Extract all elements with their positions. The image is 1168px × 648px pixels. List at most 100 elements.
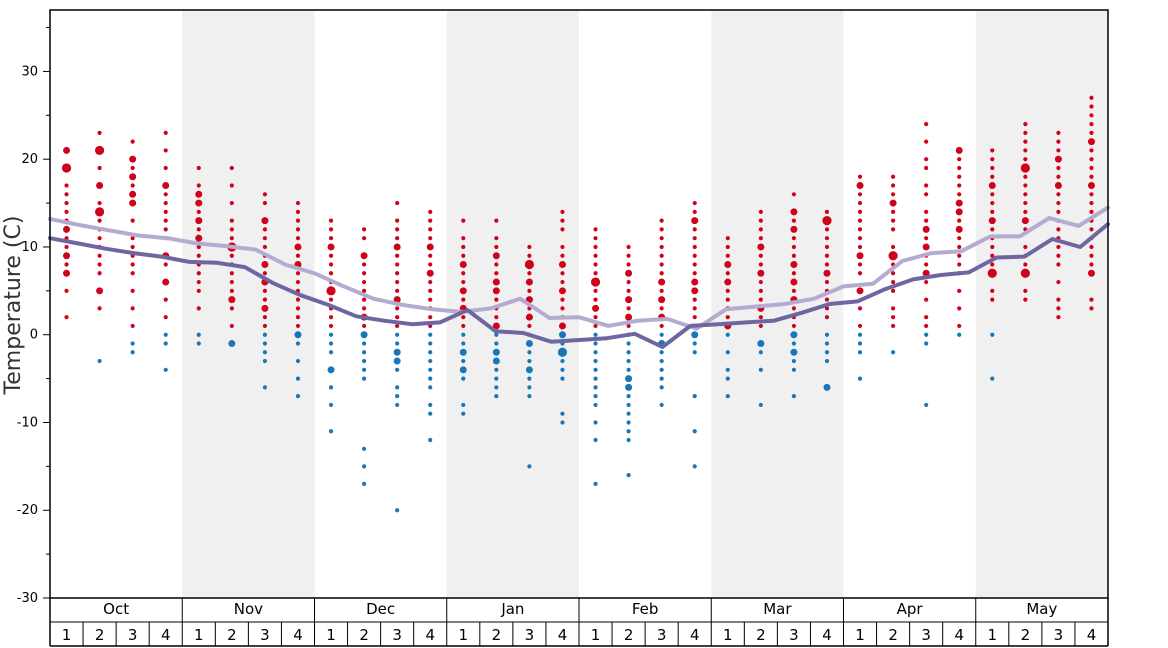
- warm-dot: [229, 279, 234, 285]
- warm-dot: [593, 288, 598, 293]
- warm-dot: [97, 271, 102, 276]
- y-axis-title: Temperature (C): [1, 216, 26, 396]
- warm-dot: [1056, 165, 1061, 171]
- y-tick-label: 10: [21, 240, 38, 255]
- cold-dot: [593, 394, 598, 399]
- warm-dot: [790, 225, 798, 233]
- cold-dot: [527, 376, 532, 381]
- warm-dot: [196, 306, 201, 311]
- warm-dot: [560, 244, 565, 250]
- warm-dot: [725, 236, 730, 241]
- warm-dot: [196, 271, 201, 276]
- week-label: 3: [392, 626, 402, 644]
- y-tick-label: -30: [17, 591, 38, 606]
- week-label: 4: [293, 626, 303, 644]
- week-label: 1: [62, 626, 72, 644]
- week-label: 3: [1054, 626, 1064, 644]
- cold-dot: [428, 437, 433, 443]
- warm-dot: [659, 262, 664, 267]
- warm-dot: [428, 297, 433, 302]
- warm-dot: [130, 271, 135, 276]
- warm-dot: [196, 183, 201, 188]
- warm-dot: [1056, 262, 1061, 267]
- cold-dot: [361, 481, 367, 487]
- warm-dot: [890, 218, 896, 223]
- warm-dot: [560, 279, 565, 285]
- warm-dot: [1089, 104, 1094, 109]
- warm-dot: [1023, 209, 1028, 214]
- y-tick-label: 20: [21, 152, 38, 167]
- warm-dot: [428, 253, 433, 258]
- warm-dot: [527, 244, 532, 250]
- warm-dot: [494, 297, 499, 302]
- warm-dot: [590, 277, 601, 287]
- warm-dot: [1089, 157, 1094, 162]
- cold-dot: [393, 348, 401, 356]
- warm-dot: [395, 315, 400, 320]
- cold-dot: [492, 357, 500, 365]
- warm-dot: [1056, 306, 1061, 311]
- warm-dot: [659, 244, 664, 250]
- warm-dot: [1056, 200, 1061, 206]
- warm-dot: [63, 269, 71, 277]
- warm-dot: [61, 163, 72, 173]
- cold-dot: [758, 350, 763, 355]
- warm-dot: [64, 288, 69, 293]
- warm-dot: [890, 183, 896, 188]
- cold-dot: [758, 367, 763, 372]
- warm-dot: [262, 271, 268, 276]
- warm-dot: [1089, 148, 1094, 153]
- warm-dot: [890, 209, 896, 214]
- cold-dot: [459, 366, 467, 374]
- warm-dot: [758, 262, 763, 267]
- warm-dot: [957, 253, 962, 258]
- warm-dot: [957, 323, 962, 329]
- warm-dot: [724, 278, 732, 286]
- warm-dot: [890, 315, 896, 320]
- warm-dot: [857, 271, 863, 276]
- cold-dot: [525, 366, 533, 374]
- warm-dot: [1089, 253, 1094, 258]
- cold-dot: [361, 350, 367, 355]
- warm-dot: [791, 236, 797, 241]
- warm-dot: [461, 315, 466, 320]
- warm-dot: [1056, 130, 1061, 135]
- warm-dot: [1054, 182, 1062, 190]
- cold-dot: [461, 411, 466, 416]
- warm-dot: [824, 297, 830, 302]
- warm-dot: [1056, 279, 1061, 285]
- week-label: 2: [888, 626, 898, 644]
- warm-dot: [1089, 165, 1094, 171]
- warm-dot: [924, 183, 929, 188]
- warm-dot: [857, 236, 863, 241]
- warm-dot: [626, 323, 631, 329]
- warm-dot: [163, 218, 168, 223]
- cold-dot: [725, 394, 730, 399]
- warm-dot: [1023, 130, 1028, 135]
- warm-dot: [395, 236, 400, 241]
- warm-dot: [593, 297, 598, 302]
- warm-dot: [130, 288, 135, 293]
- cold-dot: [593, 385, 598, 390]
- month-label-apr: Apr: [897, 600, 924, 618]
- warm-dot: [957, 262, 962, 267]
- lower-trend-line: [48, 222, 1110, 349]
- warm-dot: [857, 209, 863, 214]
- warm-dot: [96, 287, 104, 295]
- warm-dot: [890, 244, 896, 250]
- warm-dot: [824, 262, 830, 267]
- cold-dot: [824, 358, 830, 364]
- cold-dot: [990, 376, 995, 381]
- warm-dot: [558, 287, 566, 295]
- warm-dot: [593, 244, 598, 250]
- week-label: 3: [921, 626, 931, 644]
- cold-dot: [593, 332, 598, 337]
- cold-dot: [361, 367, 367, 372]
- cold-dot: [395, 394, 400, 399]
- month-label-mar: Mar: [763, 600, 792, 618]
- warm-dot: [261, 304, 269, 312]
- warm-dot: [459, 261, 467, 269]
- week-label: 2: [624, 626, 634, 644]
- warm-dot: [163, 165, 168, 171]
- cold-dot: [461, 341, 466, 346]
